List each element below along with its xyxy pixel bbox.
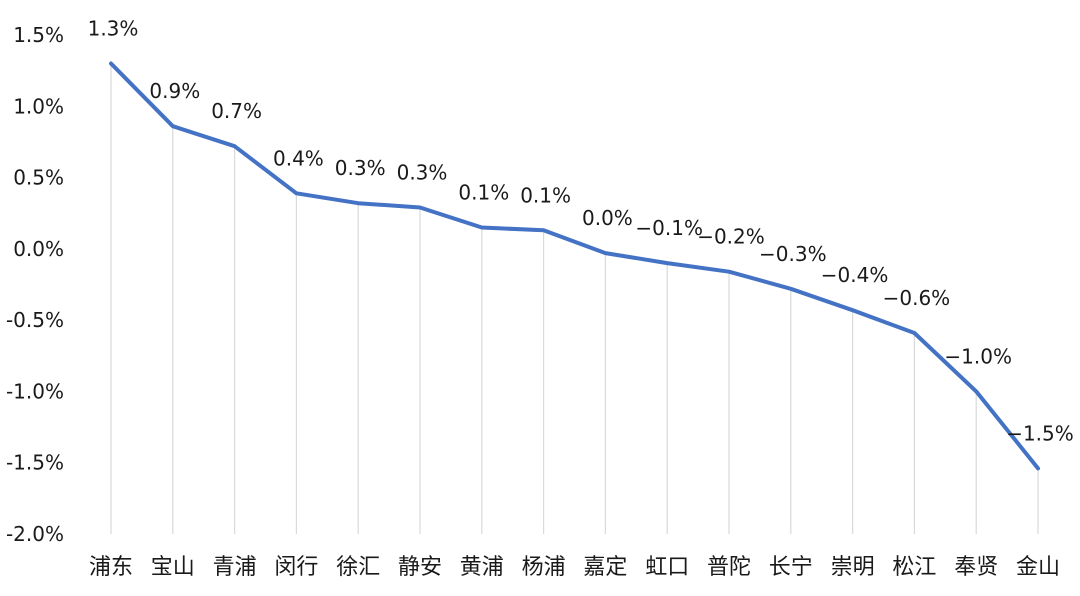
data-label: 0.4% [273, 146, 324, 170]
data-labels: 1.3% 0.9% 0.7% 0.4% 0.3% 0.3% 0.1% 0.1% 0.0% −0.1… [88, 17, 1074, 446]
x-tick-label: 浦东 [89, 555, 133, 580]
data-label: 0.3% [335, 156, 386, 180]
data-label: 0.9% [149, 79, 200, 103]
drop-lines [110, 63, 1039, 534]
x-tick-label: 金山 [1016, 555, 1060, 580]
y-tick-label: -2.0% [6, 522, 64, 546]
data-label: −1.5% [1006, 421, 1074, 445]
x-tick-label: 闵行 [274, 555, 318, 580]
data-label: −0.4% [821, 263, 889, 287]
data-label: −1.0% [944, 344, 1012, 368]
x-tick-label: 虹口 [645, 555, 689, 580]
y-tick-label: 1.5% [13, 23, 64, 47]
data-label: 0.3% [397, 161, 448, 185]
data-label: −0.1% [635, 216, 703, 240]
x-tick-label: 宝山 [151, 555, 195, 580]
x-tick-label: 徐汇 [336, 555, 380, 580]
data-label: −0.2% [697, 225, 765, 249]
data-label: 0.1% [520, 183, 571, 207]
y-tick-label: 0.0% [13, 237, 64, 261]
y-tick-label: -1.0% [6, 379, 64, 403]
data-label: −0.6% [883, 286, 951, 310]
x-tick-label: 普陀 [707, 555, 751, 580]
data-label: 0.7% [211, 99, 262, 123]
y-axis: 1.5% 1.0% 0.5% 0.0% -0.5% -1.0% -1.5% -2.0% [6, 23, 64, 546]
x-tick-label: 长宁 [769, 555, 813, 580]
x-tick-label: 松江 [892, 555, 936, 580]
x-tick-label: 奉贤 [954, 555, 998, 580]
y-tick-label: -0.5% [6, 308, 64, 332]
data-label: 0.1% [458, 180, 509, 204]
y-tick-label: 1.0% [13, 94, 64, 118]
x-axis: 浦东 宝山 青浦 闵行 徐汇 静安 黄浦 杨浦 嘉定 虹口 普陀 长宁 崇明 松江 奉贤 金山 [89, 555, 1060, 580]
x-tick-label: 青浦 [213, 555, 257, 580]
x-tick-label: 静安 [398, 555, 442, 580]
data-label: −0.3% [759, 242, 827, 266]
data-label: 0.0% [582, 206, 633, 230]
data-label: 1.3% [88, 17, 139, 41]
y-tick-label: 0.5% [13, 166, 64, 190]
x-tick-label: 黄浦 [460, 555, 504, 580]
series-line [109, 61, 1040, 471]
x-tick-label: 杨浦 [522, 555, 566, 580]
x-tick-label: 嘉定 [583, 555, 627, 580]
y-tick-label: -1.5% [6, 451, 64, 475]
x-tick-label: 崇明 [831, 555, 875, 580]
